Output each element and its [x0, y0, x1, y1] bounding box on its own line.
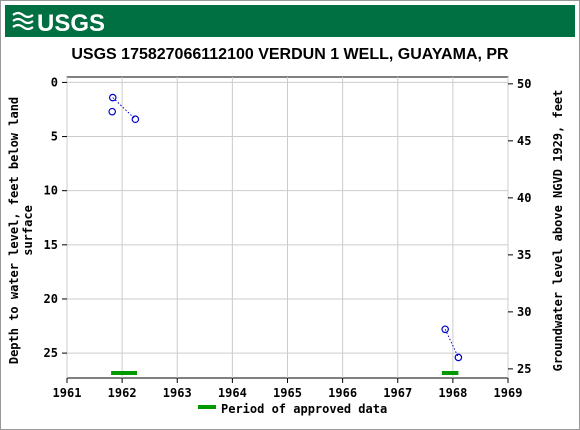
usgs-logo[interactable]: USGS — [11, 9, 131, 35]
data-point — [108, 107, 117, 116]
y-right-tick-label: 45 — [517, 134, 531, 148]
y-right-tick-label: 40 — [517, 191, 531, 205]
y-left-tick-label: 20 — [44, 292, 58, 306]
data-point — [131, 115, 140, 124]
approved-period-bar — [111, 371, 138, 375]
chart-title: USGS 175827066112100 VERDUN 1 WELL, GUAY… — [71, 46, 509, 63]
x-axis: 1961 1962 1963 1964 1965 1966 1967 1968 1969 — [53, 378, 523, 400]
data-series — [108, 93, 463, 362]
y-axis-right: 25 30 35 40 45 50 — [508, 77, 531, 376]
legend-label: Period of approved data — [221, 402, 387, 416]
series-connector — [444, 329, 459, 358]
legend: Period of approved data — [198, 402, 387, 416]
x-tick-label: 1967 — [383, 386, 412, 400]
y-left-tick-label: 10 — [44, 184, 58, 198]
y-left-tick-label: 5 — [51, 130, 58, 144]
y-axis-left-label: Depth to water level, feet below landsur… — [7, 97, 35, 364]
data-point — [441, 325, 449, 334]
y-right-tick-label: 30 — [517, 305, 531, 319]
y-axis-left: 0 5 10 15 20 25 — [44, 75, 67, 360]
x-tick-label: 1964 — [218, 386, 247, 400]
y-right-tick-label: 50 — [517, 77, 531, 91]
x-tick-label: 1962 — [108, 386, 137, 400]
grid-lines — [66, 77, 509, 378]
x-tick-label: 1968 — [438, 386, 467, 400]
x-tick-label: 1965 — [273, 386, 302, 400]
usgs-wave-mark — [12, 11, 34, 31]
legend-swatch-approved — [198, 405, 216, 409]
y-left-tick-label: 25 — [44, 346, 58, 360]
data-point — [454, 353, 463, 362]
x-tick-label: 1963 — [163, 386, 192, 400]
approved-period-bar — [441, 371, 459, 375]
x-tick-label: 1961 — [53, 386, 82, 400]
usgs-logo-text: USGS — [37, 10, 105, 35]
approved-periods — [111, 371, 459, 375]
x-tick-label: 1969 — [494, 386, 523, 400]
data-point — [108, 93, 117, 102]
y-left-tick-label: 15 — [44, 238, 58, 252]
y-right-tick-label: 35 — [517, 248, 531, 262]
y-right-tick-label: 25 — [517, 362, 531, 376]
usgs-banner: USGS — [5, 5, 575, 37]
y-left-tick-label: 0 — [51, 75, 58, 89]
y-axis-right-label: Groundwater level above NGVD 1929, feet — [551, 90, 565, 372]
x-tick-label: 1966 — [328, 386, 357, 400]
